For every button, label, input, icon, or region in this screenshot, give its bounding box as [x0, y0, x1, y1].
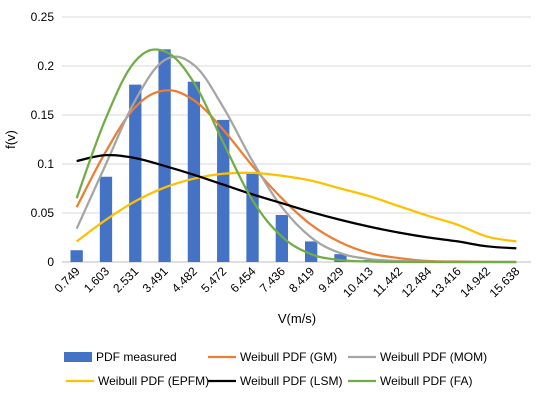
legend-label: PDF measured [96, 350, 177, 364]
x-tick-label: 10.413 [340, 264, 376, 300]
x-tick-label: 4.482 [169, 264, 200, 295]
legend-label: Weibull PDF (GM) [240, 350, 337, 364]
x-tick-label: 13.416 [428, 264, 464, 300]
x-tick-label: 1.603 [81, 264, 112, 295]
series-line [75, 48, 517, 264]
y-tick-label: 0.25 [31, 10, 55, 24]
bar [129, 84, 142, 263]
legend-swatch [64, 352, 92, 362]
bar [187, 81, 201, 263]
series-line [75, 89, 517, 264]
y-tick-label: 0.05 [31, 206, 55, 220]
series-line [76, 153, 517, 250]
x-tick-label: 5.472 [198, 264, 229, 295]
x-tick-label: 15.638 [487, 264, 523, 300]
bar [70, 250, 83, 262]
x-tick-label: 11.442 [370, 264, 405, 299]
x-tick-label: 3.491 [140, 264, 171, 295]
series-line [75, 171, 517, 243]
y-axis-label: f(v) [3, 130, 18, 149]
bar [275, 214, 288, 262]
bar [217, 119, 230, 263]
legend-label: Weibull PDF (MOM) [380, 350, 487, 364]
bar [246, 173, 259, 262]
legend-label: Weibull PDF (EPFM) [98, 374, 209, 388]
bar [334, 254, 347, 262]
y-tick-label: 0.2 [37, 59, 54, 73]
bar [305, 241, 318, 262]
x-tick-label: 0.749 [52, 264, 83, 295]
y-tick-label: 0.1 [37, 157, 54, 171]
y-tick-labels: 0 0.05 0.1 0.15 0.2 0.25 [31, 10, 55, 269]
bar [158, 49, 171, 263]
x-tick-label: 12.484 [399, 264, 435, 300]
y-tick-label: 0.15 [31, 108, 55, 122]
x-tick-label: 6.454 [228, 264, 259, 295]
legend: PDF measured Weibull PDF (GM) Weibull PDF … [64, 350, 487, 388]
legend-label: Weibull PDF (FA) [380, 374, 472, 388]
x-tick-label: 8.419 [286, 264, 317, 295]
y-tick-label: 0 [47, 255, 54, 269]
x-tick-labels: 0.7491.6032.5313.4914.4825.4726.4547.436… [52, 264, 523, 300]
legend-label: Weibull PDF (LSM) [240, 374, 342, 388]
x-tick-label: 7.436 [257, 264, 288, 295]
x-tick-label: 2.531 [110, 264, 141, 295]
line-series [75, 48, 517, 264]
x-axis-label: V(m/s) [278, 311, 316, 326]
x-tick-label: 14.942 [457, 264, 493, 300]
